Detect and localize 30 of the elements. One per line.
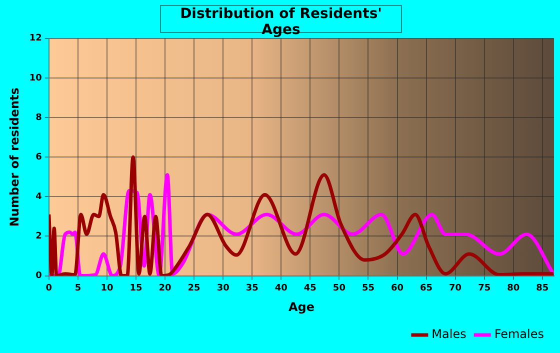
- x-tick-label: 50: [332, 284, 346, 294]
- x-tick-label: 0: [46, 284, 52, 294]
- x-tick-label: 65: [420, 284, 433, 294]
- legend-label: Males: [432, 327, 466, 342]
- x-tick-label: 15: [130, 284, 142, 294]
- y-tick-label: 12: [29, 34, 42, 44]
- x-tick-label: 35: [246, 284, 258, 294]
- y-tick-label: 2: [36, 232, 42, 242]
- x-tick-label: 80: [507, 284, 520, 294]
- x-tick-label: 20: [158, 284, 172, 294]
- y-tick-label: 10: [29, 73, 42, 84]
- x-tick-label: 85: [536, 284, 549, 294]
- y-tick-label: 4: [36, 192, 42, 202]
- y-tick-label: 0: [36, 271, 42, 282]
- y-tick-label: 6: [36, 152, 42, 162]
- y-tick-label: 8: [36, 112, 42, 123]
- x-tick-label: 25: [188, 284, 200, 294]
- y-axis-title: Number of residents: [7, 88, 22, 227]
- chart-title: Distribution of Residents' Ages: [179, 5, 383, 38]
- x-tick-label: 55: [362, 284, 374, 294]
- x-tick-label: 5: [74, 284, 82, 294]
- x-tick-label: 45: [304, 284, 316, 294]
- x-tick-label: 10: [100, 284, 114, 294]
- x-axis-title: Age: [288, 300, 314, 314]
- x-tick-label: 30: [216, 284, 230, 294]
- x-tick-label: 40: [274, 284, 288, 294]
- x-tick-label: 70: [449, 284, 462, 294]
- x-tick-label: 60: [390, 284, 404, 294]
- x-tick-label: 75: [478, 284, 491, 294]
- legend-label: Females: [494, 327, 544, 342]
